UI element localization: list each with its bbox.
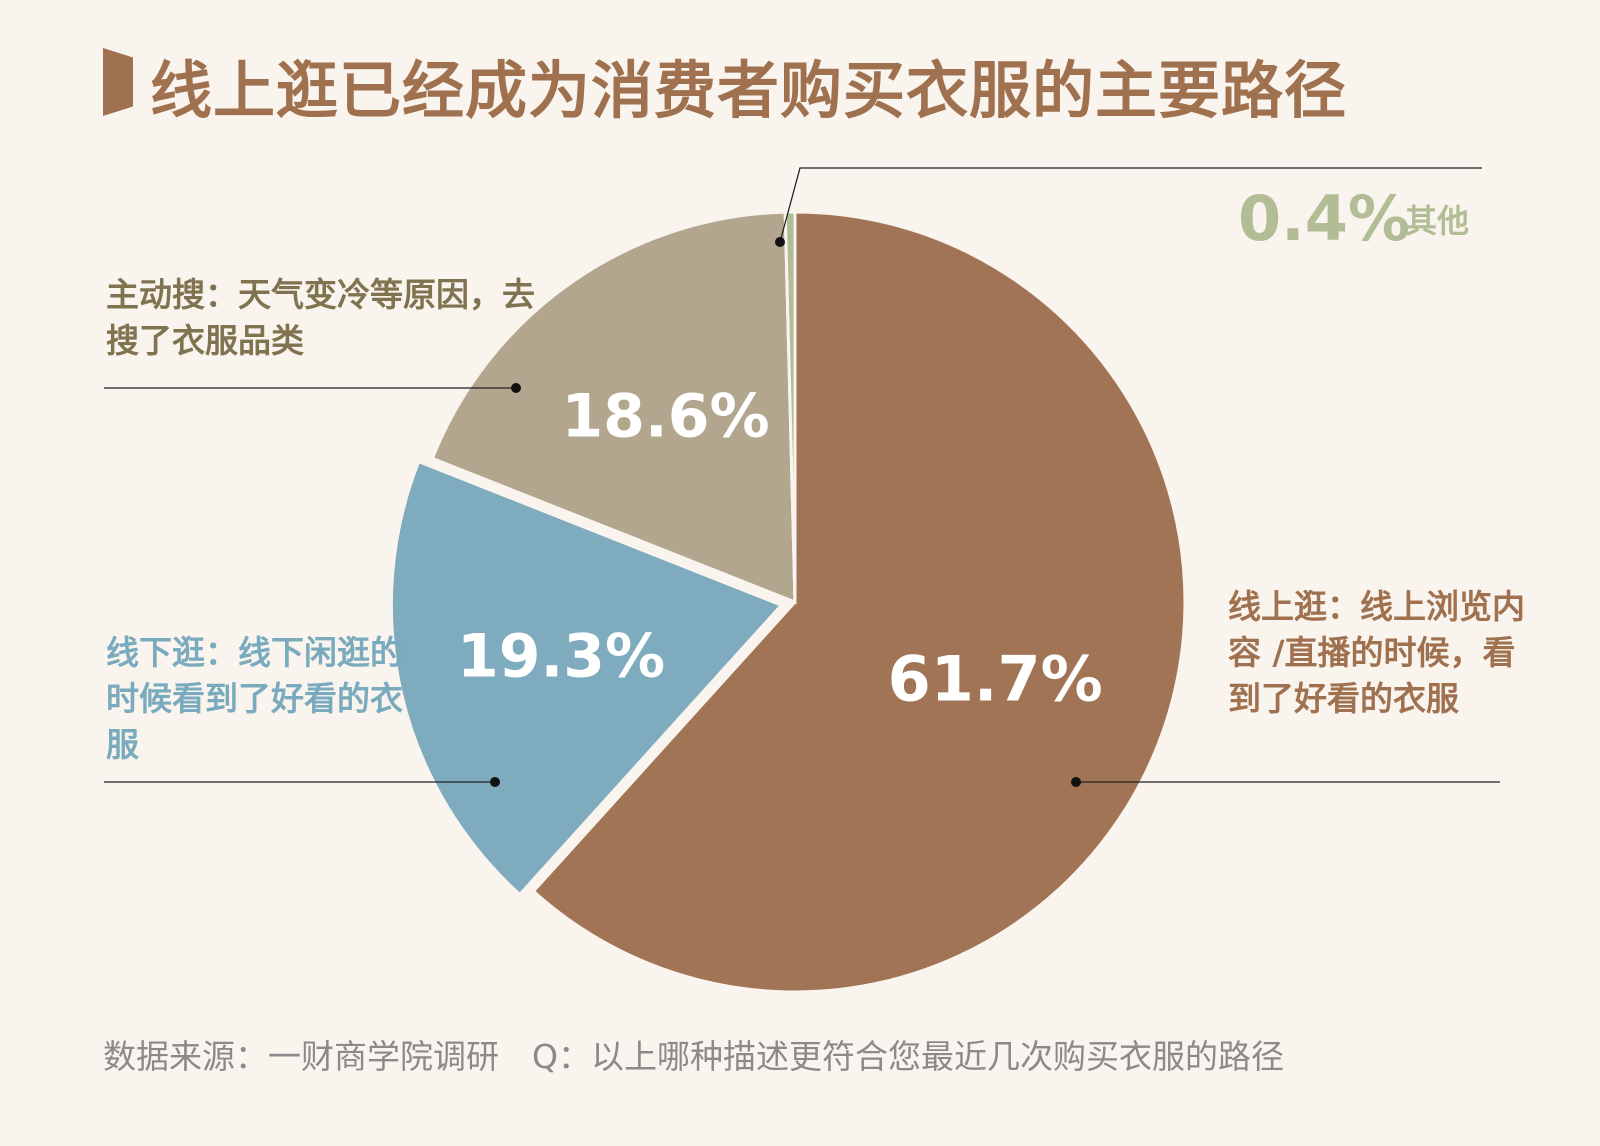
slice-offline-value-label: 19.3% [457,622,665,692]
leader-other-dot [775,237,785,247]
title-accent-bar [103,48,133,116]
slice-offline [389,459,784,897]
slice-search [430,210,797,605]
label-online: 线上逛：线上浏览内容 /直播的时候，看到了好看的衣服 [1228,587,1525,718]
leader-offline-dot [490,777,500,787]
label-other-percent: 0.4% [1238,182,1410,255]
label-search: 主动搜：天气变冷等原因，去搜了衣服品类 [106,275,535,360]
leader-online-dot [1071,777,1081,787]
label-other-name: 其他 [1405,202,1470,240]
leader-other [779,167,1482,243]
chart-title: 线上逛已经成为消费者购买衣服的主要路径 [150,54,1348,127]
slice-online [531,210,1187,994]
slice-search-value-label: 18.6% [561,382,769,452]
slice-online-value-label: 61.7% [888,643,1103,716]
leader-search-dot [511,383,521,393]
label-offline: 线下逛：线下闲逛的时候看到了好看的衣服 [106,633,403,764]
source-footer: 数据来源：一财商学院调研 Q：以上哪种描述更符合您最近几次购买衣服的路径 [103,1037,1284,1076]
slice-other [783,210,797,603]
